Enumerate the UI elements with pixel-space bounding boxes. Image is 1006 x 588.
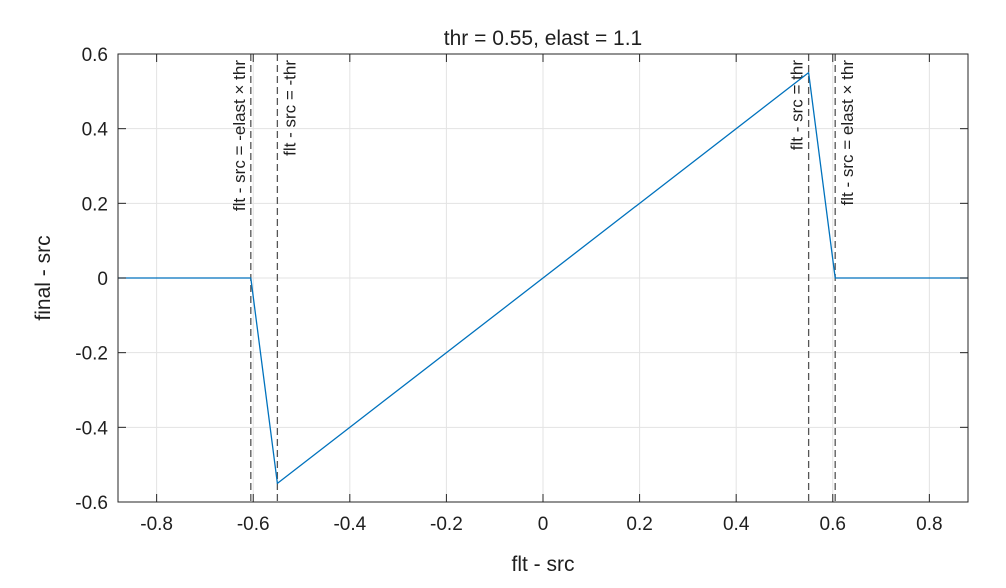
x-tick-label: 0.4 (723, 514, 750, 535)
axes (117, 53, 969, 503)
reference-line-label: flt - src = thr (788, 60, 807, 151)
y-axis-title: final - src (32, 235, 55, 320)
y-tick-label: 0.2 (82, 194, 108, 215)
reference-line-label: flt - src = -thr (280, 60, 299, 156)
x-tick-label: 0.2 (626, 514, 652, 535)
x-tick-label: 0.6 (820, 514, 846, 535)
tick-labels: -0.8 -0.6 -0.4 -0.2 0 0.2 0.4 0.6 0.8 -0.6 -0.4 -0.… (75, 45, 942, 535)
y-tick-label: 0.4 (82, 120, 109, 141)
y-tick-label: 0.6 (82, 45, 108, 66)
reference-line-label: flt - src = -elast × thr (230, 60, 249, 211)
x-tick-label: -0.8 (140, 514, 173, 535)
chart-title: thr = 0.55, elast = 1.1 (444, 27, 642, 50)
x-tick-label: -0.6 (237, 514, 270, 535)
x-tick-label: 0.8 (916, 514, 942, 535)
y-tick-label: -0.4 (75, 418, 108, 439)
x-tick-label: -0.2 (430, 514, 463, 535)
reference-lines: flt - src = -elast × thr flt - src = -thr… (230, 54, 857, 502)
series-line (118, 72, 968, 484)
y-tick-label: -0.6 (75, 493, 108, 514)
y-tick-label: 0 (97, 269, 108, 290)
x-tick-label: -0.4 (333, 514, 366, 535)
x-axis-title: flt - src (512, 553, 575, 576)
series-layer (118, 72, 968, 484)
y-tick-label: -0.2 (75, 344, 108, 365)
x-tick-label: 0 (538, 514, 549, 535)
reference-line-label: flt - src = elast × thr (838, 60, 857, 206)
